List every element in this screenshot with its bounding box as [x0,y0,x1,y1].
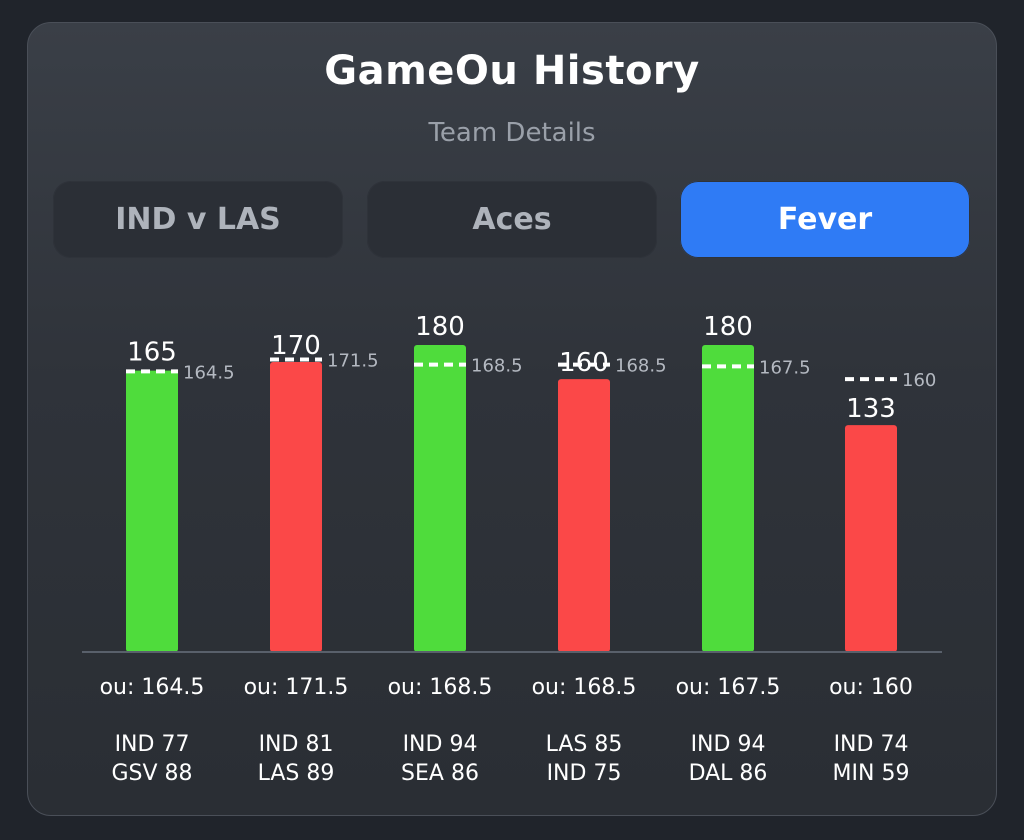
page-title: GameOu History [324,48,700,94]
ou-line-value: 160 [902,370,936,391]
tab-aces[interactable]: Aces [367,181,657,258]
bar [558,379,610,652]
score-line-2: SEA 86 [401,761,479,786]
ou-line-value: 171.5 [327,350,379,371]
bar-value: 160 [559,348,609,378]
score-line-2: LAS 89 [258,761,335,786]
score-line-1: IND 94 [691,732,766,757]
ou-label: ou: 164.5 [100,675,205,700]
ou-label: ou: 160 [829,675,913,700]
score-line-1: LAS 85 [546,732,623,757]
bar [702,345,754,652]
bar-value: 165 [127,338,177,368]
bar [270,362,322,652]
bar-value: 133 [846,394,896,424]
bar [845,425,897,652]
tab-fever[interactable]: Fever [680,181,970,258]
ou-line-value: 168.5 [615,356,667,377]
score-line-1: IND 94 [403,732,478,757]
score-line-2: IND 75 [547,761,622,786]
score-line-1: IND 81 [259,732,334,757]
bar-value: 180 [415,312,465,342]
ou-line-value: 164.5 [183,362,235,383]
score-line-1: IND 77 [115,732,190,757]
score-line-2: MIN 59 [833,761,910,786]
score-line-1: IND 74 [834,732,909,757]
game-ou-history-card [27,22,997,816]
ou-line-value: 167.5 [759,357,811,378]
ou-line-value: 168.5 [471,356,523,377]
ou-label: ou: 167.5 [676,675,781,700]
tab-matchup[interactable]: IND v LAS [53,181,343,258]
bar-value: 180 [703,312,753,342]
ou-label: ou: 168.5 [532,675,637,700]
ou-label: ou: 168.5 [388,675,493,700]
score-line-2: GSV 88 [111,761,192,786]
ou-label: ou: 171.5 [244,675,349,700]
page-subtitle: Team Details [428,118,596,148]
bar-value: 170 [271,331,321,361]
bar [414,345,466,652]
score-line-2: DAL 86 [689,761,768,786]
bar [126,370,178,652]
